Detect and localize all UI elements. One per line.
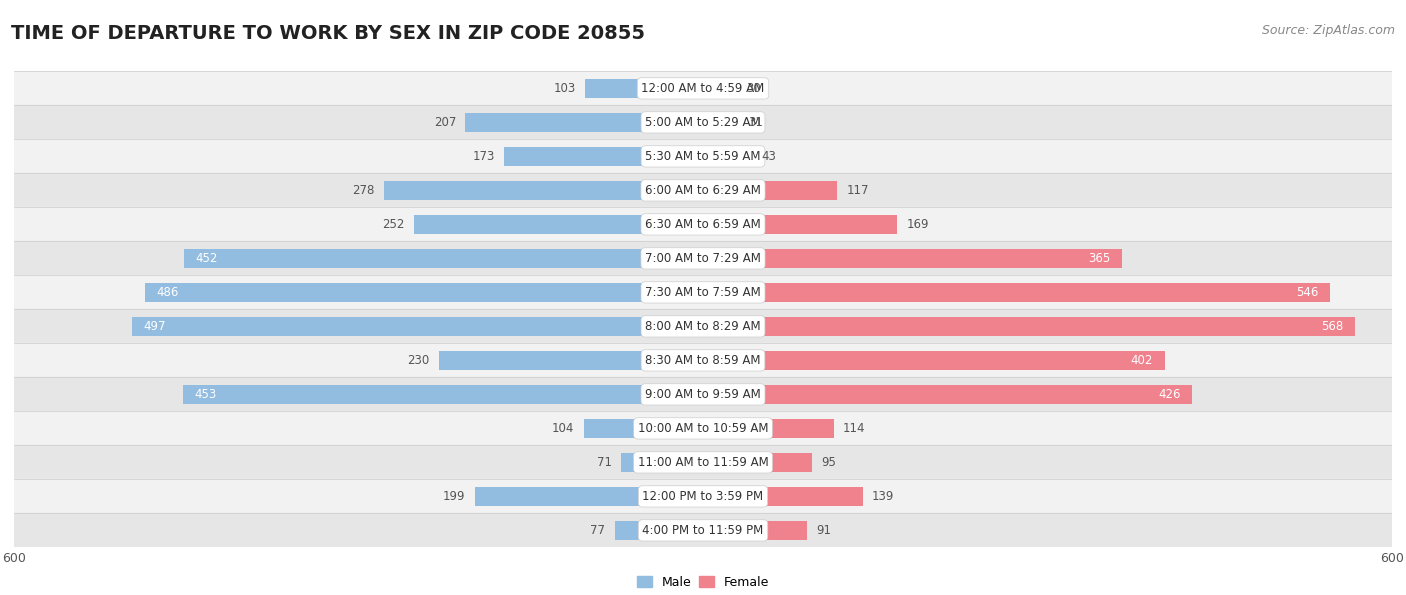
Bar xyxy=(465,113,703,131)
Text: 497: 497 xyxy=(143,320,166,333)
Bar xyxy=(703,215,897,234)
Text: 71: 71 xyxy=(598,456,612,469)
Text: 6:00 AM to 6:29 AM: 6:00 AM to 6:29 AM xyxy=(645,184,761,197)
Bar xyxy=(14,139,1392,173)
Bar xyxy=(703,147,752,166)
Bar xyxy=(703,113,738,131)
Bar xyxy=(384,181,703,200)
Text: 486: 486 xyxy=(156,286,179,299)
Bar xyxy=(585,79,703,98)
Text: 452: 452 xyxy=(195,252,218,265)
Bar xyxy=(184,249,703,268)
Text: 568: 568 xyxy=(1322,320,1344,333)
Legend: Male, Female: Male, Female xyxy=(637,576,769,588)
Text: 117: 117 xyxy=(846,184,869,197)
Text: 6:30 AM to 6:59 AM: 6:30 AM to 6:59 AM xyxy=(645,218,761,231)
Text: 12:00 AM to 4:59 AM: 12:00 AM to 4:59 AM xyxy=(641,82,765,95)
Text: 278: 278 xyxy=(353,184,374,197)
Bar xyxy=(14,480,1392,513)
Text: 199: 199 xyxy=(443,490,465,503)
Bar xyxy=(474,487,703,506)
Bar xyxy=(145,283,703,302)
Bar xyxy=(413,215,703,234)
Bar xyxy=(183,385,703,404)
Text: 95: 95 xyxy=(821,456,837,469)
Bar xyxy=(132,317,703,336)
Bar xyxy=(703,385,1192,404)
Text: 103: 103 xyxy=(554,82,575,95)
Text: 402: 402 xyxy=(1130,354,1153,367)
Bar xyxy=(14,377,1392,411)
Bar xyxy=(583,419,703,438)
Text: 365: 365 xyxy=(1088,252,1111,265)
Text: 11:00 AM to 11:59 AM: 11:00 AM to 11:59 AM xyxy=(638,456,768,469)
Bar xyxy=(14,513,1392,547)
Text: 12:00 PM to 3:59 PM: 12:00 PM to 3:59 PM xyxy=(643,490,763,503)
Bar xyxy=(703,79,738,98)
Bar xyxy=(14,208,1392,242)
Bar xyxy=(703,181,838,200)
Text: 7:30 AM to 7:59 AM: 7:30 AM to 7:59 AM xyxy=(645,286,761,299)
Text: 173: 173 xyxy=(472,150,495,163)
Bar xyxy=(14,71,1392,105)
Text: 139: 139 xyxy=(872,490,894,503)
Text: 230: 230 xyxy=(408,354,430,367)
Text: 453: 453 xyxy=(194,388,217,401)
Bar xyxy=(14,242,1392,275)
Text: 114: 114 xyxy=(844,422,866,435)
Text: 4:00 PM to 11:59 PM: 4:00 PM to 11:59 PM xyxy=(643,524,763,537)
Text: 8:30 AM to 8:59 AM: 8:30 AM to 8:59 AM xyxy=(645,354,761,367)
Text: 43: 43 xyxy=(762,150,776,163)
Bar xyxy=(14,411,1392,446)
Text: 10:00 AM to 10:59 AM: 10:00 AM to 10:59 AM xyxy=(638,422,768,435)
Bar xyxy=(14,446,1392,480)
Text: 77: 77 xyxy=(591,524,606,537)
Bar xyxy=(703,521,807,540)
Bar xyxy=(14,173,1392,208)
Text: TIME OF DEPARTURE TO WORK BY SEX IN ZIP CODE 20855: TIME OF DEPARTURE TO WORK BY SEX IN ZIP … xyxy=(11,24,645,43)
Bar xyxy=(14,275,1392,309)
Text: 252: 252 xyxy=(382,218,405,231)
Bar xyxy=(614,521,703,540)
Text: 31: 31 xyxy=(748,116,762,129)
Text: 7:00 AM to 7:29 AM: 7:00 AM to 7:29 AM xyxy=(645,252,761,265)
Text: 207: 207 xyxy=(434,116,456,129)
Text: 5:00 AM to 5:29 AM: 5:00 AM to 5:29 AM xyxy=(645,116,761,129)
Bar xyxy=(439,351,703,369)
Bar xyxy=(14,105,1392,139)
Bar xyxy=(703,283,1330,302)
Bar xyxy=(703,249,1122,268)
Text: 5:30 AM to 5:59 AM: 5:30 AM to 5:59 AM xyxy=(645,150,761,163)
Text: 546: 546 xyxy=(1296,286,1319,299)
Bar xyxy=(703,351,1164,369)
Text: 104: 104 xyxy=(553,422,575,435)
Bar xyxy=(703,419,834,438)
Text: 8:00 AM to 8:29 AM: 8:00 AM to 8:29 AM xyxy=(645,320,761,333)
Text: 426: 426 xyxy=(1159,388,1181,401)
Bar xyxy=(621,453,703,472)
Text: 30: 30 xyxy=(747,82,762,95)
Text: 169: 169 xyxy=(907,218,929,231)
Bar xyxy=(703,487,863,506)
Text: 9:00 AM to 9:59 AM: 9:00 AM to 9:59 AM xyxy=(645,388,761,401)
Bar xyxy=(505,147,703,166)
Text: 91: 91 xyxy=(817,524,832,537)
Text: Source: ZipAtlas.com: Source: ZipAtlas.com xyxy=(1261,24,1395,37)
Bar xyxy=(703,317,1355,336)
Bar xyxy=(14,343,1392,377)
Bar xyxy=(703,453,813,472)
Bar xyxy=(14,309,1392,343)
